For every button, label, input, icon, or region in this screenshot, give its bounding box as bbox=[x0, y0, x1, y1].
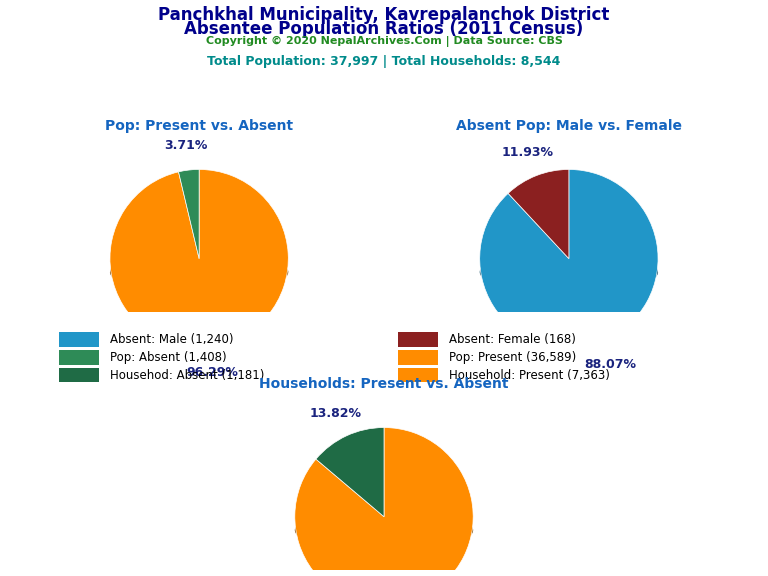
Wedge shape bbox=[316, 508, 384, 530]
FancyBboxPatch shape bbox=[399, 350, 439, 365]
Wedge shape bbox=[178, 169, 199, 259]
Wedge shape bbox=[110, 250, 288, 294]
FancyBboxPatch shape bbox=[399, 332, 439, 347]
Wedge shape bbox=[480, 169, 658, 348]
Text: Copyright © 2020 NepalArchives.Com | Data Source: CBS: Copyright © 2020 NepalArchives.Com | Dat… bbox=[206, 36, 562, 47]
Text: Absentee Population Ratios (2011 Census): Absentee Population Ratios (2011 Census) bbox=[184, 20, 584, 38]
Wedge shape bbox=[295, 508, 473, 552]
Title: Households: Present vs. Absent: Households: Present vs. Absent bbox=[260, 377, 508, 391]
Text: 88.07%: 88.07% bbox=[584, 358, 637, 372]
Text: Household: Present (7,363): Household: Present (7,363) bbox=[449, 369, 610, 382]
Text: Absent: Female (168): Absent: Female (168) bbox=[449, 333, 576, 346]
Text: Pop: Present (36,589): Pop: Present (36,589) bbox=[449, 351, 576, 364]
Text: Total Population: 37,997 | Total Households: 8,544: Total Population: 37,997 | Total Househo… bbox=[207, 55, 561, 68]
FancyBboxPatch shape bbox=[59, 350, 99, 365]
Text: 96.29%: 96.29% bbox=[187, 366, 238, 378]
Wedge shape bbox=[178, 250, 199, 272]
Text: Panchkhal Municipality, Kavrepalanchok District: Panchkhal Municipality, Kavrepalanchok D… bbox=[158, 6, 610, 24]
FancyBboxPatch shape bbox=[59, 332, 99, 347]
Text: Pop: Absent (1,408): Pop: Absent (1,408) bbox=[110, 351, 227, 364]
Text: 13.82%: 13.82% bbox=[310, 407, 362, 420]
Wedge shape bbox=[316, 427, 384, 517]
Text: 3.71%: 3.71% bbox=[164, 139, 207, 151]
FancyBboxPatch shape bbox=[59, 368, 99, 382]
Title: Pop: Present vs. Absent: Pop: Present vs. Absent bbox=[105, 119, 293, 133]
Title: Absent Pop: Male vs. Female: Absent Pop: Male vs. Female bbox=[456, 119, 682, 133]
Wedge shape bbox=[508, 169, 569, 259]
Text: Househod: Absent (1,181): Househod: Absent (1,181) bbox=[110, 369, 264, 382]
FancyBboxPatch shape bbox=[399, 368, 439, 382]
Wedge shape bbox=[295, 427, 473, 576]
Text: 11.93%: 11.93% bbox=[501, 146, 553, 159]
Text: Absent: Male (1,240): Absent: Male (1,240) bbox=[110, 333, 233, 346]
Wedge shape bbox=[508, 250, 569, 272]
Wedge shape bbox=[110, 169, 288, 348]
Wedge shape bbox=[480, 250, 658, 294]
